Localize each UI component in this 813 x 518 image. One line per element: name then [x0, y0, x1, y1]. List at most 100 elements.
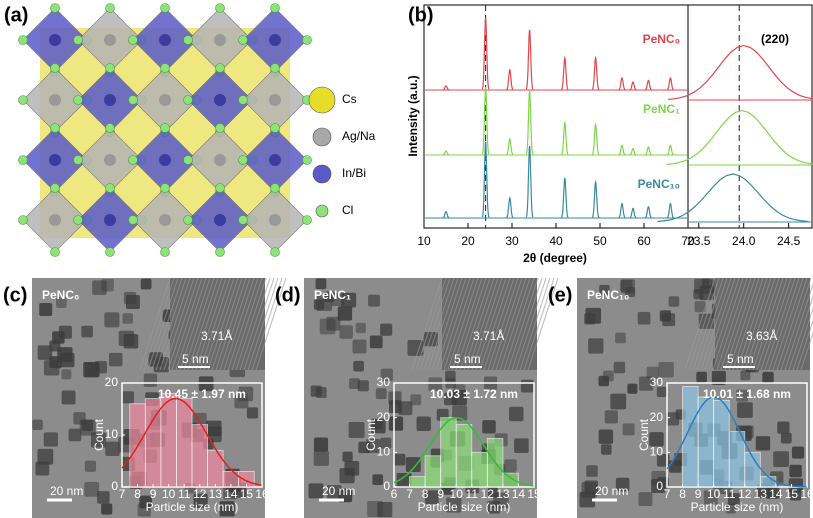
- nanocrystal: [694, 301, 706, 313]
- cl-atom: [215, 3, 225, 13]
- x-tick-label: 24.0: [732, 234, 756, 248]
- nanocrystal: [693, 289, 704, 300]
- series-label: PeNC₁₀: [638, 177, 680, 191]
- lattice-fringe: [724, 277, 756, 371]
- x-tick-label: 11: [723, 487, 736, 501]
- lattice-fringe: [784, 282, 813, 371]
- nanocrystal: [380, 323, 393, 336]
- x-tick-label: 13: [496, 487, 510, 501]
- nanocrystal: [81, 325, 93, 338]
- lattice-fringe: [223, 277, 255, 371]
- cl-atom: [105, 63, 115, 73]
- nanocrystal: [313, 299, 325, 310]
- peak: [561, 120, 569, 156]
- bar: [176, 398, 193, 488]
- bar: [697, 396, 715, 488]
- nanocrystal: [737, 402, 753, 418]
- lattice-fringe: [780, 277, 812, 371]
- lattice-fringe: [700, 277, 732, 371]
- atom: [159, 34, 171, 46]
- x-axis-title: Particle size (nm): [691, 500, 784, 514]
- nanocrystal: [219, 501, 235, 517]
- peak: [657, 173, 809, 223]
- nanocrystal: [443, 392, 457, 406]
- lattice-fringe: [231, 277, 263, 371]
- lattice-fringe: [203, 277, 235, 371]
- peak: [629, 147, 637, 156]
- nanocrystal: [372, 474, 384, 486]
- x-tick-label: 11: [178, 487, 191, 501]
- atom: [214, 154, 226, 166]
- nanocrystal: [416, 416, 431, 431]
- nanocrystal: [625, 286, 636, 298]
- lattice-fringe: [227, 277, 259, 371]
- peak: [442, 150, 450, 156]
- cl-atom: [73, 155, 83, 165]
- lattice-fringe: [692, 277, 724, 371]
- peak: [442, 210, 450, 219]
- lattice-fringe: [419, 277, 451, 371]
- nanocrystal: [789, 464, 802, 478]
- nanocrystal: [122, 313, 133, 324]
- x-tick-label: 16: [255, 487, 269, 501]
- nanocrystal: [791, 446, 805, 459]
- nanocrystal: [37, 345, 53, 360]
- cl-atom: [50, 123, 60, 133]
- lattice-fringe: [183, 277, 215, 371]
- bar: [759, 476, 777, 488]
- atom: [214, 214, 226, 226]
- lattice-fringe: [235, 277, 267, 371]
- cl-atom: [73, 95, 83, 105]
- nanocrystal: [101, 278, 114, 292]
- legend-label: Cs: [342, 92, 357, 106]
- x-tick-label: 14: [512, 487, 526, 501]
- peak: [644, 79, 652, 91]
- nanocrystal: [755, 436, 771, 451]
- nanocrystal: [84, 481, 100, 497]
- cl-atom: [183, 35, 193, 45]
- lattice-fringe: [175, 277, 207, 371]
- cl-atom: [160, 123, 170, 133]
- nanocrystal: [398, 401, 413, 416]
- atom: [159, 94, 171, 106]
- panel-label: (d): [275, 284, 301, 306]
- x-tick-label: 10: [417, 234, 431, 248]
- lattice-fringe: [720, 277, 752, 371]
- cl-atom: [50, 183, 60, 193]
- peak: [591, 179, 600, 218]
- series-label: PeNC₁: [643, 102, 680, 116]
- nanocrystal: [615, 477, 630, 492]
- nanocrystal: [315, 278, 327, 290]
- nanocrystal: [637, 311, 651, 325]
- lattice-fringe: [243, 277, 275, 371]
- peak: [644, 146, 652, 156]
- lattice-fringe: [211, 277, 243, 371]
- peak: [629, 81, 637, 91]
- cl-atom: [128, 215, 138, 225]
- lattice-fringe: [443, 277, 475, 371]
- x-tick-label: 60: [637, 234, 651, 248]
- x-axis-title: 2θ (degree): [523, 251, 587, 265]
- peak: [666, 109, 813, 165]
- nanocrystal: [452, 405, 468, 421]
- tem-scale: 20 nm: [595, 484, 628, 498]
- atom: [214, 34, 226, 46]
- lattice-fringe: [688, 277, 720, 371]
- nanocrystal: [37, 448, 54, 465]
- nanocrystal: [656, 386, 668, 398]
- nanocrystal: [584, 480, 599, 495]
- lattice-fringe: [447, 277, 479, 371]
- nanocrystal: [509, 406, 524, 422]
- fit-curve: [393, 416, 535, 487]
- lattice-fringe: [752, 277, 784, 371]
- cl-atom: [50, 247, 60, 257]
- nanocrystal: [588, 338, 604, 354]
- nanocrystal: [35, 461, 50, 476]
- atom: [159, 214, 171, 226]
- nanocrystal: [118, 330, 135, 347]
- y-tick-label: 0: [656, 479, 663, 493]
- cl-atom: [105, 123, 115, 133]
- y-tick-label: 20: [377, 410, 391, 424]
- peak: [618, 76, 626, 91]
- cl-atom: [238, 155, 248, 165]
